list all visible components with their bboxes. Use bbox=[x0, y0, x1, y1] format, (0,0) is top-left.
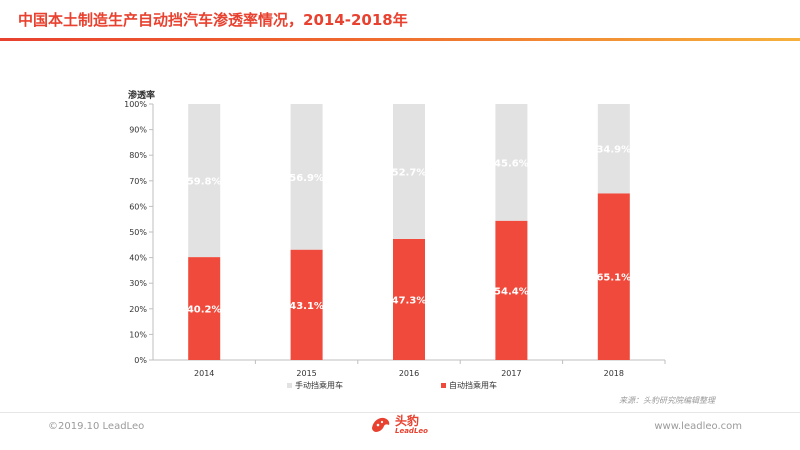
bar-manual-2014 bbox=[188, 104, 221, 258]
legend-swatch-manual bbox=[287, 383, 292, 388]
page-title: 中国本土制造生产自动挡汽车渗透率情况，2014-2018年 bbox=[18, 11, 408, 29]
bar-manual-2016 bbox=[393, 104, 425, 239]
x-tick-label-2018: 2018 bbox=[604, 369, 624, 378]
bar-manual-2018 bbox=[597, 104, 630, 194]
legend-item-auto: 自动挡乘用车 bbox=[441, 380, 497, 391]
leopard-icon bbox=[372, 417, 390, 432]
title-underline bbox=[0, 38, 800, 41]
leadleo-logo: 头豹 LeadLeo bbox=[370, 414, 428, 436]
footer-divider bbox=[0, 412, 800, 413]
logo-text-cn: 头豹 bbox=[395, 414, 420, 428]
bar-manual-2017 bbox=[495, 104, 528, 221]
copyright-text: ©2019.10 LeadLeo bbox=[48, 421, 145, 432]
x-tick-label-2014: 2014 bbox=[194, 369, 214, 378]
bar-manual-2015 bbox=[290, 104, 323, 250]
bar-auto-2017 bbox=[495, 220, 528, 360]
y-tick-label: 60% bbox=[129, 202, 147, 211]
x-tick-label-2016: 2016 bbox=[399, 369, 419, 378]
y-tick-label: 40% bbox=[129, 254, 147, 263]
y-tick-label: 50% bbox=[129, 228, 147, 237]
data-label-manual-2017: 45.6% bbox=[494, 158, 529, 169]
data-label-auto-2014: 40.2% bbox=[187, 305, 222, 316]
data-label-auto-2017: 54.4% bbox=[494, 286, 529, 297]
legend-label-manual: 手动挡乘用车 bbox=[295, 381, 343, 390]
data-label-manual-2014: 59.8% bbox=[187, 177, 222, 188]
y-tick-label: 10% bbox=[129, 330, 147, 339]
bar-auto-2016 bbox=[393, 238, 425, 360]
x-tick-label-2017: 2017 bbox=[501, 369, 521, 378]
y-axis-label: 渗透率 bbox=[128, 91, 156, 101]
data-label-manual-2015: 56.9% bbox=[289, 173, 324, 184]
source-note: 来源：头豹研究院编辑整理 bbox=[619, 396, 715, 405]
data-label-manual-2016: 52.7% bbox=[392, 167, 427, 178]
y-tick-label: 20% bbox=[129, 305, 147, 314]
data-label-auto-2018: 65.1% bbox=[596, 273, 631, 284]
bar-auto-2015 bbox=[290, 249, 323, 360]
y-tick-label: 100% bbox=[124, 100, 147, 109]
bar-auto-2014 bbox=[188, 257, 221, 360]
data-label-auto-2016: 47.3% bbox=[392, 295, 427, 306]
y-tick-label: 70% bbox=[129, 177, 147, 186]
y-tick-label: 80% bbox=[129, 151, 147, 160]
data-label-auto-2015: 43.1% bbox=[289, 301, 324, 312]
legend-label-auto: 自动挡乘用车 bbox=[449, 381, 497, 390]
data-label-manual-2018: 34.9% bbox=[596, 145, 631, 156]
y-tick-label: 90% bbox=[129, 126, 147, 135]
legend-item-manual: 手动挡乘用车 bbox=[287, 380, 343, 391]
y-tick-label: 0% bbox=[134, 356, 147, 365]
logo-text-en: LeadLeo bbox=[395, 427, 428, 435]
website-link[interactable]: www.leadleo.com bbox=[654, 421, 742, 432]
bar-auto-2018 bbox=[597, 193, 630, 360]
legend-swatch-auto bbox=[441, 383, 446, 388]
y-tick-label: 30% bbox=[129, 279, 147, 288]
x-tick-label-2015: 2015 bbox=[296, 369, 316, 378]
